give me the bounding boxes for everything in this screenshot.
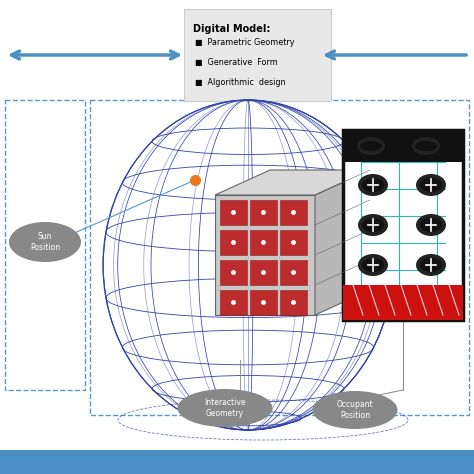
Text: ■  Generative  Form: ■ Generative Form: [195, 58, 278, 67]
Bar: [220, 200, 247, 225]
Bar: [90, 100, 469, 415]
Ellipse shape: [362, 218, 384, 232]
Ellipse shape: [177, 389, 273, 427]
Bar: [343, 130, 463, 162]
Ellipse shape: [312, 391, 398, 429]
Ellipse shape: [416, 214, 446, 236]
Text: Digital Model:: Digital Model:: [193, 24, 270, 34]
Bar: [343, 285, 463, 320]
Bar: [250, 290, 277, 315]
Text: Sun
Position: Sun Position: [30, 232, 60, 252]
Text: Interactive
Geometry: Interactive Geometry: [204, 398, 246, 418]
Ellipse shape: [362, 178, 384, 192]
Bar: [343, 130, 463, 320]
Ellipse shape: [416, 254, 446, 276]
Bar: [220, 260, 247, 285]
Ellipse shape: [420, 178, 442, 192]
Text: ■  Algorithmic  design: ■ Algorithmic design: [195, 78, 285, 87]
Bar: [280, 200, 307, 225]
Text: Occupant
Position: Occupant Position: [337, 401, 374, 419]
Text: ■  Parametric Geometry: ■ Parametric Geometry: [195, 38, 294, 47]
Bar: [220, 290, 247, 315]
Bar: [0, 450, 474, 474]
Ellipse shape: [416, 174, 446, 196]
Ellipse shape: [362, 258, 384, 272]
Bar: [280, 260, 307, 285]
Bar: [280, 230, 307, 255]
Bar: [5, 100, 85, 390]
Ellipse shape: [412, 137, 440, 155]
Bar: [220, 230, 247, 255]
Ellipse shape: [358, 254, 388, 276]
Ellipse shape: [357, 137, 385, 155]
Bar: [215, 195, 315, 315]
FancyBboxPatch shape: [184, 9, 331, 101]
Ellipse shape: [420, 218, 442, 232]
Bar: [250, 230, 277, 255]
Ellipse shape: [415, 141, 437, 151]
Bar: [250, 260, 277, 285]
Ellipse shape: [360, 141, 382, 151]
Polygon shape: [215, 170, 370, 195]
Bar: [250, 200, 277, 225]
Ellipse shape: [9, 222, 81, 262]
Bar: [280, 290, 307, 315]
Ellipse shape: [420, 258, 442, 272]
Ellipse shape: [358, 174, 388, 196]
Polygon shape: [315, 170, 370, 315]
Ellipse shape: [358, 214, 388, 236]
